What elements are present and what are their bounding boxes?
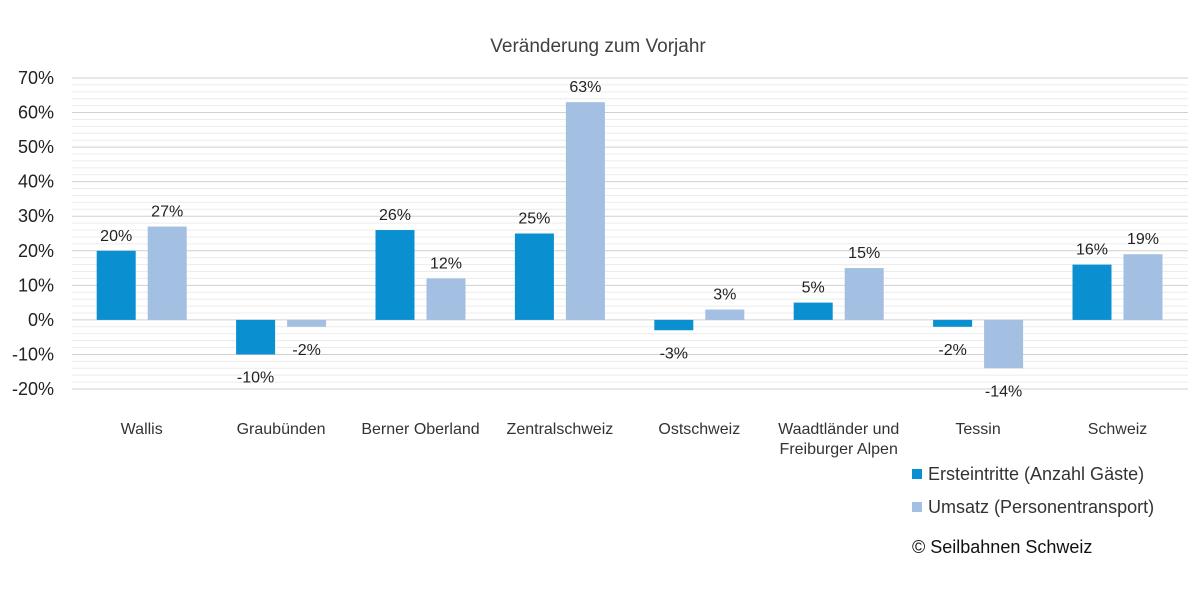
data-label: 12%	[430, 255, 462, 272]
category-label: Schweiz	[1088, 421, 1148, 438]
data-label: -2%	[292, 342, 320, 359]
data-label: -3%	[660, 345, 688, 362]
bar-umsatz	[147, 226, 187, 320]
data-label: 5%	[802, 280, 825, 297]
data-label: -2%	[938, 342, 966, 359]
data-label: 26%	[379, 207, 411, 224]
category-label: Freiburger Alpen	[780, 441, 898, 458]
data-label: -14%	[985, 383, 1022, 400]
copyright-notice: © Seilbahnen Schweiz	[912, 537, 1092, 557]
y-tick-label: 0%	[28, 310, 54, 330]
y-tick-label: 70%	[18, 68, 54, 88]
legend-label: Umsatz (Personentransport)	[928, 497, 1154, 517]
y-tick-label: -10%	[12, 344, 54, 364]
y-tick-label: 20%	[18, 241, 54, 261]
bar-ersteintritte	[375, 230, 415, 320]
category-label: Tessin	[955, 421, 1000, 438]
bar-umsatz	[565, 102, 605, 320]
bar-umsatz	[426, 278, 466, 320]
y-tick-label: 10%	[18, 275, 54, 295]
legend: Ersteintritte (Anzahl Gäste) Umsatz (Pers…	[912, 464, 1154, 517]
x-axis-categories: Wallis Graubünden Berner Oberland Zentralsc…	[121, 421, 1148, 458]
bar-umsatz	[1123, 254, 1163, 320]
bar-umsatz	[705, 309, 745, 320]
bars	[96, 102, 1163, 369]
data-label: 63%	[569, 79, 601, 96]
legend-swatch-umsatz	[912, 502, 922, 512]
y-tick-label: 50%	[18, 137, 54, 157]
category-label: Waadtländer und	[778, 421, 899, 438]
data-label: 3%	[713, 287, 736, 304]
category-label: Graubünden	[237, 421, 326, 438]
data-label: 25%	[518, 211, 550, 228]
chart-title: Veränderung zum Vorjahr	[490, 36, 706, 57]
bar-ersteintritte	[96, 250, 136, 320]
bar-ersteintritte	[654, 319, 694, 331]
data-label: 20%	[100, 228, 132, 245]
category-label: Ostschweiz	[658, 421, 740, 438]
bar-umsatz	[844, 268, 884, 320]
data-labels: 20% -10% 26% 25% -3% 5% -2% 16% 27% -2% 12% 63% 3% 15…	[100, 79, 1159, 400]
bar-ersteintritte	[1072, 264, 1112, 320]
bar-ersteintritte	[793, 302, 833, 320]
bar-ersteintritte	[236, 319, 276, 355]
data-label: 16%	[1076, 242, 1108, 259]
data-label: 19%	[1127, 231, 1159, 248]
y-tick-label: 60%	[18, 103, 54, 123]
legend-label: Ersteintritte (Anzahl Gäste)	[928, 464, 1144, 484]
legend-swatch-ersteintritte	[912, 469, 922, 479]
data-label: -10%	[237, 369, 274, 386]
category-label: Zentralschweiz	[507, 421, 614, 438]
y-tick-label: 40%	[18, 172, 54, 192]
y-axis-ticks: 70% 60% 50% 40% 30% 20% 10% 0% -10% -20%	[12, 68, 54, 399]
category-label: Wallis	[121, 421, 163, 438]
bar-umsatz	[984, 319, 1024, 369]
category-label: Berner Oberland	[361, 421, 479, 438]
data-label: 27%	[151, 204, 183, 221]
bar-ersteintritte	[514, 233, 554, 320]
data-label: 15%	[848, 245, 880, 262]
y-tick-label: 30%	[18, 206, 54, 226]
bar-ersteintritte	[933, 319, 973, 327]
bar-umsatz	[287, 319, 327, 327]
y-tick-label: -20%	[12, 379, 54, 399]
